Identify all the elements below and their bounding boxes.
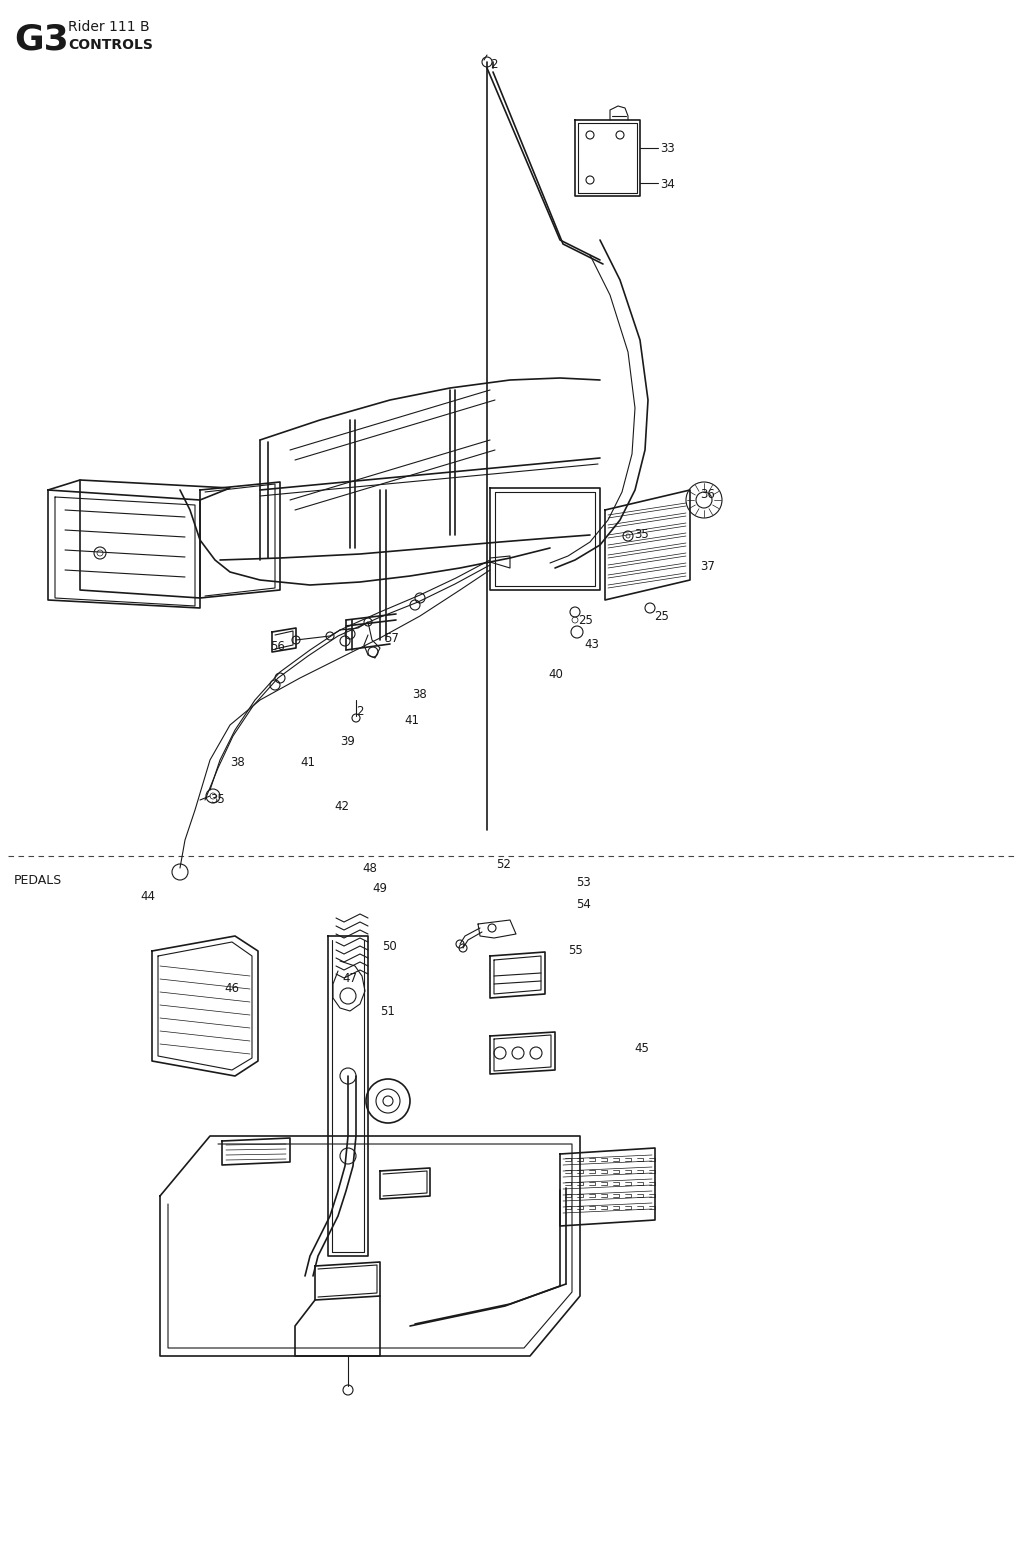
Text: 2: 2 (490, 58, 498, 70)
Text: 38: 38 (412, 689, 427, 701)
Text: 41: 41 (300, 756, 315, 768)
Text: 25: 25 (578, 613, 593, 628)
Text: 42: 42 (334, 800, 349, 812)
Text: 55: 55 (568, 944, 583, 958)
Text: 49: 49 (372, 883, 387, 895)
Text: 43: 43 (584, 639, 599, 651)
Text: 2: 2 (356, 704, 364, 718)
Text: 37: 37 (700, 560, 715, 573)
Text: 48: 48 (362, 862, 377, 875)
Text: 35: 35 (634, 527, 649, 541)
Text: 40: 40 (548, 668, 563, 681)
Text: 54: 54 (575, 898, 591, 911)
Text: 46: 46 (224, 981, 239, 995)
Text: 53: 53 (575, 876, 591, 889)
Text: 47: 47 (342, 972, 357, 984)
Text: 34: 34 (660, 178, 675, 191)
Text: CONTROLS: CONTROLS (68, 38, 153, 52)
Text: 50: 50 (382, 941, 396, 953)
Text: 33: 33 (660, 142, 675, 155)
Text: 44: 44 (140, 890, 155, 903)
Text: 39: 39 (340, 736, 355, 748)
Text: 51: 51 (380, 1005, 395, 1017)
Text: 38: 38 (230, 756, 245, 768)
Text: G3: G3 (14, 22, 69, 56)
Text: 56: 56 (270, 640, 285, 653)
Text: 57: 57 (384, 632, 399, 645)
Text: 35: 35 (210, 793, 224, 806)
Text: 45: 45 (634, 1042, 649, 1055)
Text: 41: 41 (404, 714, 419, 728)
Text: 36: 36 (700, 488, 715, 501)
Text: 52: 52 (496, 858, 511, 872)
Text: 25: 25 (654, 610, 669, 623)
Text: Rider 111 B: Rider 111 B (68, 20, 150, 34)
Text: PEDALS: PEDALS (14, 873, 62, 887)
